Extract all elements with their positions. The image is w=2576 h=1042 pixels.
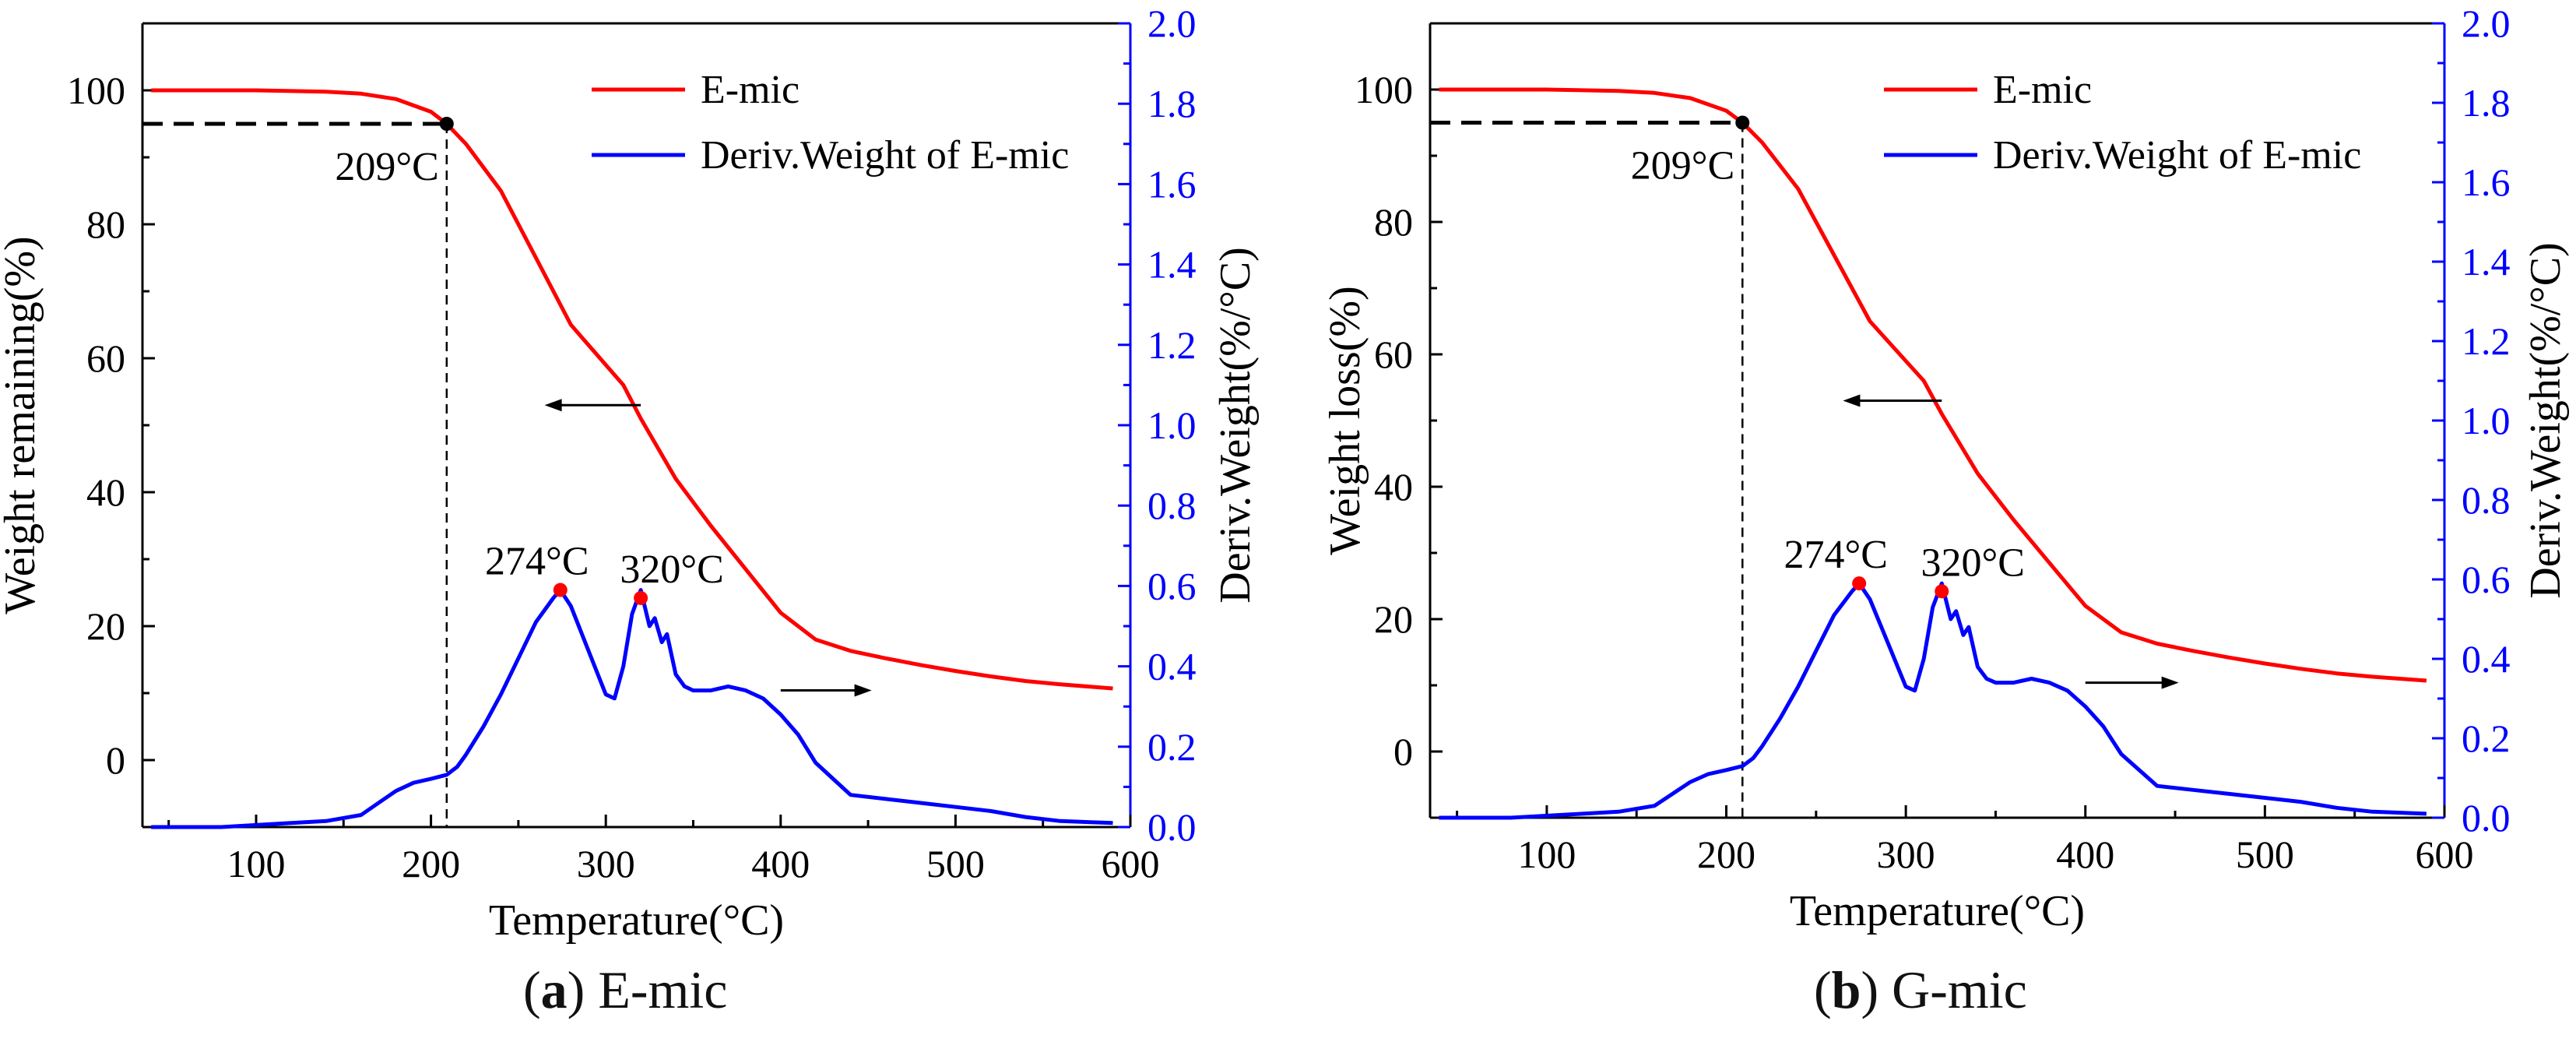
y-right-tick-label: 1.2 [1147,323,1197,367]
peak-point [553,583,568,597]
y-left-tick-label: 0 [1393,730,1413,773]
x-axis-title: Temperature(°C) [489,896,784,945]
onset-point [1735,115,1750,130]
peak-label: 274°C [485,540,589,584]
peak-point [1935,584,1949,599]
legend: E-mic Deriv.Weight of E-mic [1884,68,2361,178]
x-tick-label: 600 [2416,833,2474,876]
onset-point [439,117,454,131]
y-right-tick-label: 0.6 [2462,558,2511,601]
chart-panel-b: 100 200 300 400 500 600 0 20 40 60 80 100 0.0 0.2 0.4 0… [1321,2,2570,935]
left-axis-arrowhead [544,399,562,412]
y-right-axis-title: Deriv.Weight(%/°C) [1211,247,1260,603]
y-right-tick-label: 1.8 [2462,81,2511,125]
x-tick-label: 200 [402,842,460,885]
chart-panel-a: 100 200 300 400 500 600 0 20 40 60 80 100 0.0 0.2 0.4 0… [0,2,1260,945]
y-left-tick-label: 60 [1374,333,1413,376]
y-left-tick-label: 100 [1355,68,1413,111]
peak-label: 320°C [1921,540,2025,585]
y-right-tick-label: 0.0 [2462,796,2511,840]
y-right-axis-title: Deriv.Weight(%/°C) [2522,242,2570,598]
caption-b: (b) G-mic [1814,960,2027,1019]
caption-a-letter: a [540,960,568,1019]
x-tick-label: 200 [1697,833,1755,876]
right-axis-arrowhead [2161,676,2179,689]
y-left-tick-label: 0 [106,738,125,782]
y-right-tick-label: 0.6 [1147,564,1197,607]
y-right-tick-label: 1.4 [2462,240,2511,283]
peak-point [1852,576,1867,591]
x-tick-label: 400 [2056,833,2114,876]
right-axis-arrowhead [854,684,872,697]
y-right-tick-label: 2.0 [2462,2,2511,45]
y-right-tick-label: 0.8 [2462,478,2511,522]
caption-a-name: E-mic [598,960,728,1019]
y-right-tick-label: 0.0 [1147,805,1197,849]
y-right-tick-label: 0.4 [1147,645,1197,688]
y-left-tick-label: 20 [86,604,125,648]
x-tick-label: 300 [1877,833,1935,876]
weight-line [1439,87,2427,683]
legend: E-mic Deriv.Weight of E-mic [592,68,1069,178]
legend-label: E-mic [1993,68,2092,112]
y-left-axis-title: Weight loss(%) [1321,286,1369,554]
y-right-tick-label: 1.6 [1147,162,1197,206]
y-right-tick-label: 2.0 [1147,2,1197,45]
x-tick-label: 600 [1102,842,1160,885]
y-left-tick-label: 80 [1374,200,1413,244]
x-tick-label: 300 [577,842,635,885]
x-tick-label: 500 [2236,833,2294,876]
peak-label: 320°C [620,547,723,592]
x-tick-label: 500 [926,842,985,885]
peak-label: 274°C [1784,533,1887,577]
y-right-tick-label: 0.8 [1147,484,1197,527]
onset-label: 209°C [1631,144,1734,188]
x-tick-label: 400 [751,842,810,885]
y-right-tick-label: 1.0 [1147,403,1197,447]
deriv-weight-line [151,588,1113,829]
y-right-tick-label: 1.0 [2462,399,2511,442]
y-left-tick-label: 60 [86,336,125,380]
caption-a: (a) E-mic [523,960,728,1019]
y-left-tick-label: 40 [1374,465,1413,509]
x-tick-label: 100 [227,842,285,885]
y-left-tick-label: 100 [67,69,125,112]
y-right-tick-label: 0.2 [1147,725,1197,769]
y-right-tick-label: 1.2 [2462,319,2511,363]
x-tick-label: 100 [1517,833,1576,876]
legend-label: E-mic [701,68,800,112]
y-right-tick-label: 1.8 [1147,82,1197,125]
weight-line [151,88,1113,691]
caption-b-name: G-mic [1892,960,2027,1019]
y-left-tick-label: 40 [86,470,125,514]
caption-b-letter: b [1831,960,1861,1019]
y-right-tick-label: 1.6 [2462,160,2511,204]
y-left-axis-title: Weight remaining(%) [0,236,44,614]
y-right-tick-label: 0.4 [2462,637,2511,681]
deriv-weight-line [1439,581,2427,820]
y-left-tick-label: 80 [86,202,125,246]
onset-label: 209°C [335,145,438,189]
left-axis-arrowhead [1843,394,1861,407]
legend-label: Deriv.Weight of E-mic [1993,133,2361,178]
x-axis-title: Temperature(°C) [1790,887,2085,935]
y-right-tick-label: 1.4 [1147,243,1197,287]
y-left-tick-label: 20 [1374,597,1413,641]
legend-label: Deriv.Weight of E-mic [701,133,1069,178]
y-right-tick-label: 0.2 [2462,716,2511,760]
peak-point [634,590,648,605]
